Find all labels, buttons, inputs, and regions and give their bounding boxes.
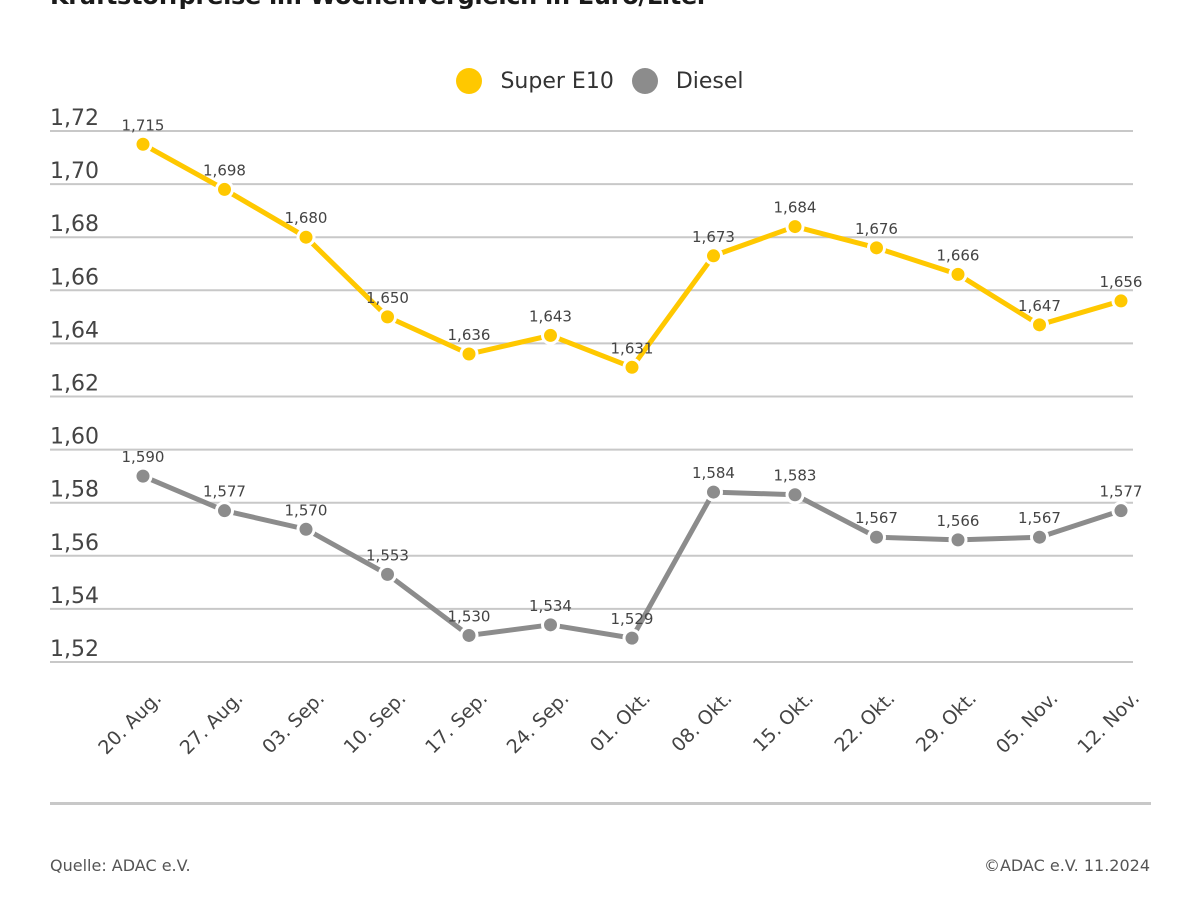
legend-item-super-e10: Super E10 <box>456 68 614 94</box>
x-tick-label: 27. Aug. <box>176 687 248 759</box>
footer-divider <box>50 802 1151 805</box>
data-point-super-e10 <box>541 325 560 345</box>
data-point-diesel <box>867 527 886 547</box>
data-label-super-e10: 1,698 <box>203 161 246 179</box>
data-label-diesel: 1,577 <box>203 483 246 501</box>
legend-label-diesel: Diesel <box>675 68 744 94</box>
data-point-super-e10 <box>1111 291 1131 311</box>
data-point-super-e10 <box>378 307 397 327</box>
y-tick-label: 1,60 <box>50 425 99 450</box>
data-label-super-e10: 1,656 <box>1100 273 1143 291</box>
data-label-super-e10: 1,643 <box>529 307 572 325</box>
data-label-super-e10: 1,684 <box>774 199 817 217</box>
data-label-diesel: 1,570 <box>285 501 328 519</box>
data-label-super-e10: 1,636 <box>448 326 491 344</box>
chart-legend: Super E10 Diesel <box>0 68 1200 94</box>
data-point-diesel <box>622 628 642 648</box>
data-point-diesel <box>1030 527 1049 547</box>
data-point-diesel <box>1111 501 1131 521</box>
data-label-diesel: 1,566 <box>937 512 980 530</box>
y-tick-label: 1,52 <box>50 637 99 662</box>
x-tick-label: 29. Okt. <box>912 687 981 756</box>
data-label-super-e10: 1,673 <box>692 228 735 246</box>
legend-swatch-super-e10 <box>456 68 483 94</box>
data-label-diesel: 1,567 <box>855 509 898 527</box>
line-chart: 1,72 1,70 1,68 1,66 1,64 1,62 1,60 1,58 1,56 1,54… <box>50 106 1144 759</box>
data-point-super-e10 <box>622 357 642 377</box>
y-tick-label: 1,56 <box>50 531 99 556</box>
y-tick-label: 1,64 <box>50 318 99 343</box>
data-point-super-e10 <box>1030 315 1049 335</box>
y-tick-label: 1,72 <box>50 106 99 131</box>
data-point-diesel <box>215 501 234 521</box>
data-point-super-e10 <box>867 238 886 258</box>
data-label-diesel: 1,577 <box>1100 483 1143 501</box>
x-tick-label: 15. Okt. <box>749 687 818 756</box>
y-tick-label: 1,68 <box>50 212 99 237</box>
data-label-diesel: 1,530 <box>448 607 491 625</box>
data-point-super-e10 <box>785 217 805 237</box>
data-point-diesel <box>948 530 968 550</box>
data-point-diesel <box>296 519 316 539</box>
y-tick-label: 1,70 <box>50 159 99 184</box>
data-point-diesel <box>378 564 397 584</box>
legend-item-diesel: Diesel <box>631 68 744 94</box>
x-tick-label: 10. Sep. <box>340 687 411 758</box>
data-point-super-e10 <box>215 179 234 199</box>
data-label-diesel: 1,590 <box>122 448 165 466</box>
data-label-super-e10: 1,680 <box>285 209 328 227</box>
y-tick-label: 1,62 <box>50 372 99 397</box>
data-label-super-e10: 1,631 <box>611 339 654 357</box>
x-tick-label: 01. Okt. <box>586 687 655 756</box>
legend-label-super-e10: Super E10 <box>500 68 614 94</box>
x-tick-label: 24. Sep. <box>503 687 574 758</box>
data-label-diesel: 1,583 <box>774 467 817 485</box>
x-tick-label: 05. Nov. <box>992 687 1063 758</box>
x-tick-label: 12. Nov. <box>1073 687 1144 758</box>
x-axis: 20. Aug. 27. Aug. 03. Sep. 10. Sep. 17. Sep.… <box>94 687 1144 759</box>
x-tick-label: 22. Okt. <box>830 687 899 756</box>
data-point-diesel <box>704 482 723 502</box>
gridlines <box>50 130 1133 663</box>
source-note: Quelle: ADAC e.V. <box>50 856 191 875</box>
copyright-note: ©ADAC e.V. 11.2024 <box>983 856 1150 875</box>
data-point-diesel <box>785 485 805 505</box>
data-label-super-e10: 1,666 <box>937 246 980 264</box>
x-tick-label: 20. Aug. <box>94 687 166 759</box>
y-tick-label: 1,54 <box>50 584 99 609</box>
series-group: 1,715 1,698 1,680 1,650 1,636 1,643 1,631 1,673… <box>122 116 1143 648</box>
data-label-super-e10: 1,650 <box>366 289 409 307</box>
x-tick-label: 17. Sep. <box>421 687 492 758</box>
data-label-super-e10: 1,715 <box>122 116 165 134</box>
y-axis: 1,72 1,70 1,68 1,66 1,64 1,62 1,60 1,58 1,56 1,54… <box>50 106 99 662</box>
data-point-super-e10 <box>948 264 968 284</box>
data-point-diesel <box>133 466 153 486</box>
data-point-diesel <box>541 615 560 635</box>
data-label-diesel: 1,529 <box>611 610 654 628</box>
x-tick-label: 08. Okt. <box>667 687 736 756</box>
data-label-diesel: 1,553 <box>366 546 409 564</box>
x-tick-label: 03. Sep. <box>258 687 329 758</box>
data-point-super-e10 <box>133 134 153 154</box>
legend-swatch-diesel <box>631 68 658 94</box>
y-tick-label: 1,66 <box>50 265 99 290</box>
data-label-super-e10: 1,647 <box>1018 297 1061 315</box>
data-label-diesel: 1,584 <box>692 464 735 482</box>
data-point-super-e10 <box>296 227 316 247</box>
data-point-diesel <box>459 625 479 645</box>
data-point-super-e10 <box>704 246 723 266</box>
y-tick-label: 1,58 <box>50 478 99 503</box>
data-label-diesel: 1,567 <box>1018 509 1061 527</box>
data-point-super-e10 <box>459 344 479 364</box>
chart-title: Kraftstoffpreise im Wochenvergleich in E… <box>50 0 709 10</box>
data-label-diesel: 1,534 <box>529 597 572 615</box>
data-label-super-e10: 1,676 <box>855 220 898 238</box>
